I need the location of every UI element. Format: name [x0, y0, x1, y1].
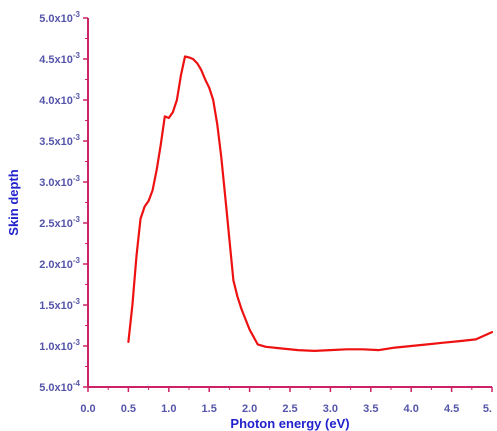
y-tick-label: 4.5x10-3 — [39, 51, 80, 66]
x-axis-title: Photon energy (eV) — [230, 416, 349, 431]
y-tick-label: 1.5x10-3 — [39, 297, 80, 312]
y-tick-label: 2.5x10-3 — [39, 215, 80, 230]
y-tick-label: 3.5x10-3 — [39, 133, 80, 148]
y-tick-label: 4.0x10-3 — [39, 92, 80, 107]
y-tick-label: 5.0x10-4 — [39, 379, 80, 394]
x-tick-label: 5. — [483, 403, 492, 415]
y-tick-label: 5.0x10-3 — [39, 10, 80, 25]
x-tick-label: 1.5 — [202, 403, 217, 415]
x-tick-label: 3.5 — [363, 403, 378, 415]
x-tick-label: 3.0 — [323, 403, 338, 415]
x-tick-label: 2.0 — [242, 403, 257, 415]
x-tick-label: 4.5 — [444, 403, 459, 415]
series-line — [127, 55, 494, 352]
y-tick-label: 1.0x10-3 — [39, 338, 80, 353]
x-tick-label: 0.0 — [80, 403, 95, 415]
x-tick-label: 4.0 — [404, 403, 419, 415]
y-tick-label: 2.0x10-3 — [39, 256, 80, 271]
x-tick-label: 2.5 — [282, 403, 297, 415]
y-axis-title: Skin depth — [6, 169, 21, 236]
series-layer — [127, 55, 494, 352]
y-tick-label: 3.0x10-3 — [39, 174, 80, 189]
x-tick-label: 1.0 — [161, 403, 176, 415]
ticks-layer: 0.0 0.5 1.0 1.5 2.0 2.5 3.0 3.5 4.0 4.5 5. 5.0x10-4… — [39, 10, 493, 415]
x-tick-label: 0.5 — [121, 403, 136, 415]
